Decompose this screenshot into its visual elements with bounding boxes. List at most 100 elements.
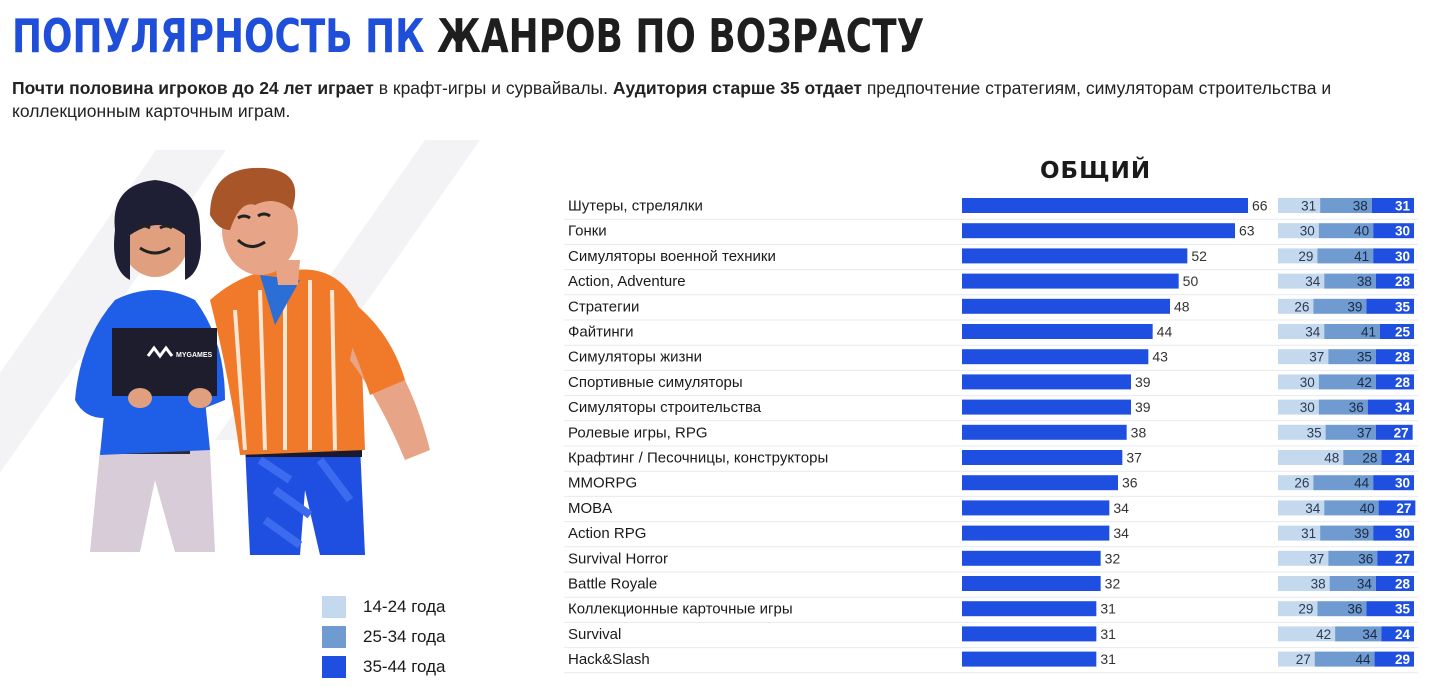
age-segment-label: 30 xyxy=(1300,400,1315,415)
category-label: Симуляторы военной техники xyxy=(568,248,776,265)
age-segment-label: 26 xyxy=(1294,299,1309,314)
subtitle-bold-1: Почти половина игроков до 24 лет играет xyxy=(12,78,374,98)
age-segment-bar xyxy=(1278,324,1325,339)
total-bar xyxy=(962,500,1110,516)
total-value-label: 39 xyxy=(1135,399,1151,415)
category-label: Шутеры, стрелялки xyxy=(568,198,703,215)
legend-swatch xyxy=(322,596,346,618)
age-segment-label: 40 xyxy=(1360,501,1375,516)
total-value-label: 43 xyxy=(1152,349,1168,365)
age-segment-label: 28 xyxy=(1362,451,1377,466)
legend-label: 14-24 года xyxy=(363,597,446,616)
age-segment-bar xyxy=(1324,324,1380,339)
age-segment-label: 29 xyxy=(1298,249,1313,264)
total-value-label: 44 xyxy=(1157,324,1173,340)
total-value-label: 50 xyxy=(1183,273,1199,289)
age-segment-bar xyxy=(1278,525,1321,541)
age-segment-bar xyxy=(1313,475,1374,491)
total-value-label: 31 xyxy=(1100,626,1116,642)
age-segment-bar xyxy=(1343,450,1382,465)
total-value-label: 32 xyxy=(1105,576,1121,592)
page-subtitle: Почти половина игроков до 24 лет играет … xyxy=(12,77,1432,123)
age-segment-bar xyxy=(1366,298,1414,314)
age-segment-label: 35 xyxy=(1395,299,1411,314)
total-bar xyxy=(962,374,1131,390)
legend-item: 35-44 года xyxy=(322,652,446,682)
age-segment-bar xyxy=(1314,651,1375,667)
age-segment-label: 38 xyxy=(1311,577,1326,592)
age-segment-label: 34 xyxy=(1305,501,1321,516)
age-segment-label: 38 xyxy=(1357,274,1372,289)
age-segment-bar xyxy=(1318,223,1374,239)
legend-label: 35-44 года xyxy=(363,657,446,676)
age-segment-label: 34 xyxy=(1395,400,1411,415)
legend-label: 25-34 года xyxy=(363,627,446,646)
total-bar xyxy=(962,324,1153,339)
category-label: Survival Horror xyxy=(568,550,668,567)
legend: 14-24 года 25-34 года 35-44 года xyxy=(322,592,446,682)
age-segment-bar xyxy=(1278,601,1318,617)
total-value-label: 66 xyxy=(1252,198,1268,214)
age-segment-bar xyxy=(1318,374,1376,390)
total-bar xyxy=(962,248,1188,264)
age-segment-bar xyxy=(1381,626,1414,642)
age-segment-label: 31 xyxy=(1301,526,1316,541)
age-segment-label: 41 xyxy=(1361,325,1376,340)
age-segment-label: 30 xyxy=(1395,224,1410,239)
age-segment-label: 27 xyxy=(1296,652,1311,667)
age-segment-label: 36 xyxy=(1349,400,1364,415)
age-segment-label: 30 xyxy=(1300,224,1315,239)
age-segment-label: 27 xyxy=(1395,551,1410,566)
age-segment-label: 31 xyxy=(1395,199,1411,214)
category-label: Симуляторы строительства xyxy=(568,399,762,416)
total-bar xyxy=(962,399,1131,415)
age-segment-label: 36 xyxy=(1358,551,1373,566)
age-segment-bar xyxy=(1377,550,1414,566)
age-segment-bar xyxy=(1278,198,1321,213)
total-value-label: 48 xyxy=(1174,298,1190,314)
category-label: MOBA xyxy=(568,500,612,517)
age-segment-bar xyxy=(1320,198,1372,213)
category-label: Крафтинг / Песочницы, конструкторы xyxy=(568,450,828,467)
age-segment-label: 28 xyxy=(1395,274,1411,289)
age-segment-bar xyxy=(1278,424,1326,440)
subtitle-bold-2: Аудитория старше 35 отдает xyxy=(612,78,862,98)
age-segment-bar xyxy=(1378,500,1416,516)
age-segment-bar xyxy=(1374,651,1414,667)
age-segment-bar xyxy=(1328,349,1376,365)
category-label: Hack&Slash xyxy=(568,651,650,668)
age-segment-label: 44 xyxy=(1356,652,1372,667)
age-segment-bar xyxy=(1373,248,1414,264)
age-segment-label: 37 xyxy=(1309,350,1324,365)
age-segment-bar xyxy=(1367,399,1414,415)
age-segment-bar xyxy=(1278,626,1336,642)
age-segment-bar xyxy=(1313,298,1367,314)
laptop xyxy=(112,328,217,396)
total-bar xyxy=(962,601,1097,617)
category-label: Гонки xyxy=(568,223,607,240)
category-label: Ролевые игры, RPG xyxy=(568,424,708,441)
total-bar xyxy=(962,626,1097,642)
age-segment-label: 27 xyxy=(1394,425,1409,440)
total-value-label: 37 xyxy=(1126,450,1142,466)
age-segment-bar xyxy=(1278,475,1314,491)
category-label: Survival xyxy=(568,626,621,643)
laptop-brand: MYGAMES xyxy=(176,352,213,359)
age-segment-label: 40 xyxy=(1354,224,1369,239)
age-segment-bar xyxy=(1373,475,1414,491)
age-segment-label: 34 xyxy=(1305,274,1321,289)
total-value-label: 34 xyxy=(1113,525,1129,541)
age-segment-bar xyxy=(1366,601,1414,617)
age-segment-label: 29 xyxy=(1395,652,1410,667)
age-segment-bar xyxy=(1324,273,1376,289)
age-segment-bar xyxy=(1278,248,1318,264)
age-segment-label: 48 xyxy=(1324,451,1339,466)
age-segment-label: 34 xyxy=(1362,627,1378,642)
total-value-label: 31 xyxy=(1100,601,1116,617)
age-segment-label: 38 xyxy=(1353,199,1368,214)
total-value-label: 38 xyxy=(1131,424,1147,440)
legend-item: 25-34 года xyxy=(322,622,446,652)
total-bar xyxy=(962,273,1179,289)
category-label: Action RPG xyxy=(568,525,646,542)
